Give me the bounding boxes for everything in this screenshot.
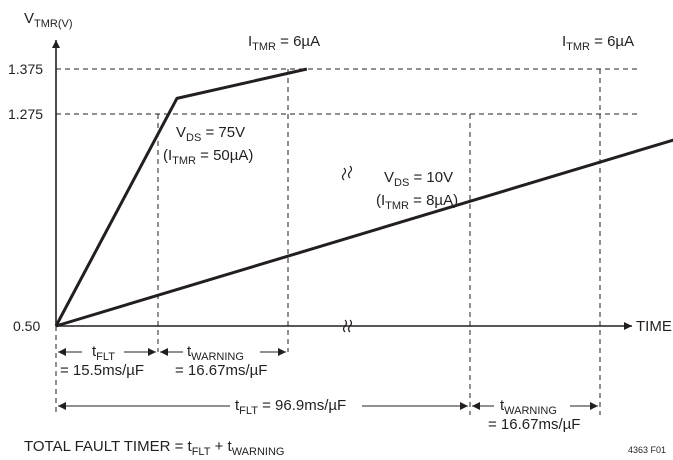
twarning-long-value: = 16.67ms/µF <box>488 416 580 433</box>
annotation-vds-10v-current: (ITMR = 8µA) <box>376 192 458 212</box>
annotation-vds-75v-current: (ITMR = 50µA) <box>163 147 253 167</box>
x-axis-break-icon <box>342 319 353 333</box>
x-axis-label: TIME <box>636 318 672 335</box>
total-fault-timer-equation: TOTAL FAULT TIMER = tFLT + tWARNING <box>24 438 284 458</box>
twarning-long-label: tWARNING <box>500 397 557 417</box>
figure-id: 4363 F01 <box>628 445 666 455</box>
tflt-long-label: tFLT = 96.9ms/µF <box>235 397 346 417</box>
series-vds-75v-line <box>54 67 308 327</box>
twarning-short-label: tWARNING <box>187 343 244 363</box>
twarning-short-value: = 16.67ms/µF <box>175 362 267 379</box>
curve-break-icon <box>341 165 353 181</box>
y-tick-label-1275: 1.275 <box>8 106 43 122</box>
y-tick-label-050: 0.50 <box>13 318 40 334</box>
tflt-short-value: = 15.5ms/µF <box>60 362 144 379</box>
annotation-vds-10v: VDS = 10V <box>384 169 453 189</box>
annotation-vds-75v: VDS = 75V <box>176 124 245 144</box>
annotation-itmr-right: ITMR = 6µA <box>562 33 634 53</box>
tflt-short-label: tFLT <box>92 343 115 363</box>
annotation-itmr-left: ITMR = 6µA <box>248 33 320 53</box>
y-axis-label: VTMR(V) <box>24 10 73 30</box>
y-tick-label-1375: 1.375 <box>8 61 43 77</box>
series-vds-10v-line <box>55 138 673 328</box>
